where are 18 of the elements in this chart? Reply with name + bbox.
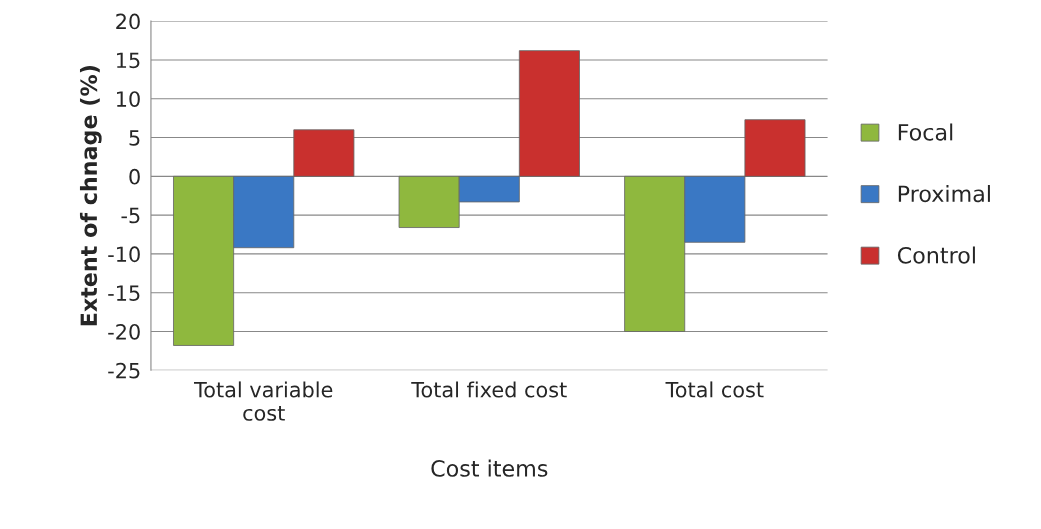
y-tick-label: -10 — [108, 246, 140, 263]
y-tick-label: -25 — [108, 362, 140, 379]
y-tick-label: 10 — [117, 91, 140, 107]
y-axis-title: Extent of chnage (%) — [79, 66, 102, 326]
y-tick-label: 20 — [116, 13, 140, 30]
x-tick-label: Total fixed cost — [411, 381, 567, 398]
x-tick-label: Total variable cost — [194, 381, 333, 421]
y-tick-label: -5 — [121, 207, 140, 224]
y-tick-label: 5 — [129, 130, 140, 146]
y-tick-label: 0 — [129, 168, 140, 185]
y-tick-label: 15 — [117, 52, 140, 69]
y-tick-label: -15 — [108, 285, 140, 301]
legend-label: Focal — [898, 123, 953, 141]
legend-label: Control — [897, 246, 975, 264]
y-tick-label: -20 — [108, 323, 140, 340]
legend-label: Proximal — [898, 184, 990, 203]
x-axis-title: Cost items — [431, 459, 548, 477]
x-tick-label: Total cost — [665, 381, 764, 398]
